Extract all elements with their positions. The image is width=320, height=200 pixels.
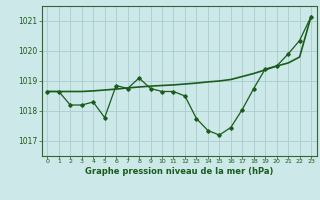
X-axis label: Graphe pression niveau de la mer (hPa): Graphe pression niveau de la mer (hPa) — [85, 167, 273, 176]
